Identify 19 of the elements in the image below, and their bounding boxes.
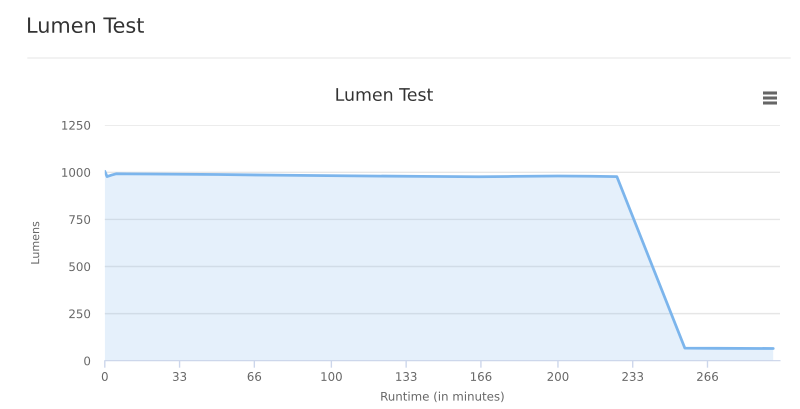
x-axis-title: Runtime (in minutes)	[381, 392, 504, 402]
x-tick-label: 33	[172, 372, 186, 381]
x-tick-label: 266	[697, 372, 718, 381]
y-axis-title: Lumens	[31, 222, 40, 264]
x-tick-label: 166	[470, 372, 492, 381]
x-tick-label: 0	[102, 372, 108, 381]
y-tick-label: 1000	[62, 168, 90, 177]
x-tick-label: 100	[321, 372, 342, 381]
y-tick-label: 750	[69, 215, 90, 224]
x-tick-label: 233	[622, 372, 644, 381]
chart-title: Lumen Test	[28, 18, 144, 34]
y-tick-label: 1250	[62, 120, 90, 130]
y-tick-label: 500	[69, 262, 90, 272]
chart-subtitle: Lumen Test	[336, 88, 433, 102]
x-tick-label: 200	[548, 372, 568, 381]
x-tick-label: 66	[248, 372, 262, 381]
y-tick-label: 0	[84, 356, 90, 366]
x-tick-label: 133	[396, 372, 416, 381]
y-tick-label: 250	[69, 309, 90, 318]
